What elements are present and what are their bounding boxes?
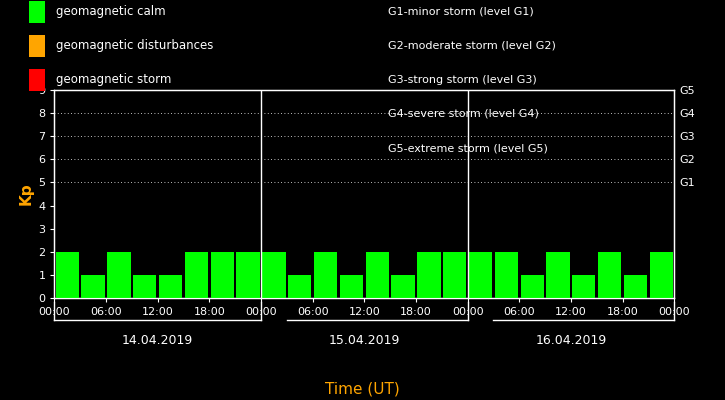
Bar (185, 252, 208, 298)
Text: geomagnetic disturbances: geomagnetic disturbances (56, 40, 213, 52)
Y-axis label: Kp: Kp (19, 183, 34, 205)
Bar (624, 275, 647, 298)
Bar (572, 275, 595, 298)
Bar (236, 252, 260, 298)
Bar (469, 252, 492, 298)
Text: Time (UT): Time (UT) (325, 381, 400, 396)
Bar (365, 252, 389, 298)
Bar (494, 252, 518, 298)
Bar (521, 275, 544, 298)
Text: G4-severe storm (level G4): G4-severe storm (level G4) (388, 109, 539, 119)
Bar (107, 252, 130, 298)
Text: G5-extreme storm (level G5): G5-extreme storm (level G5) (388, 143, 548, 153)
Text: G3-strong storm (level G3): G3-strong storm (level G3) (388, 75, 536, 85)
Text: G1-minor storm (level G1): G1-minor storm (level G1) (388, 7, 534, 17)
Bar (56, 252, 79, 298)
Bar (288, 275, 311, 298)
Text: geomagnetic calm: geomagnetic calm (56, 6, 165, 18)
Bar (314, 252, 337, 298)
Bar (159, 275, 182, 298)
Text: 14.04.2019: 14.04.2019 (122, 334, 194, 347)
Bar (547, 252, 570, 298)
Text: 15.04.2019: 15.04.2019 (328, 334, 400, 347)
Bar (81, 275, 104, 298)
Text: G2-moderate storm (level G2): G2-moderate storm (level G2) (388, 41, 556, 51)
Text: 16.04.2019: 16.04.2019 (535, 334, 607, 347)
Text: geomagnetic storm: geomagnetic storm (56, 74, 171, 86)
Bar (211, 252, 234, 298)
Bar (133, 275, 157, 298)
Bar (262, 252, 286, 298)
Bar (392, 275, 415, 298)
Bar (418, 252, 441, 298)
Bar (650, 252, 673, 298)
Bar (443, 252, 466, 298)
Bar (598, 252, 621, 298)
Bar (340, 275, 363, 298)
